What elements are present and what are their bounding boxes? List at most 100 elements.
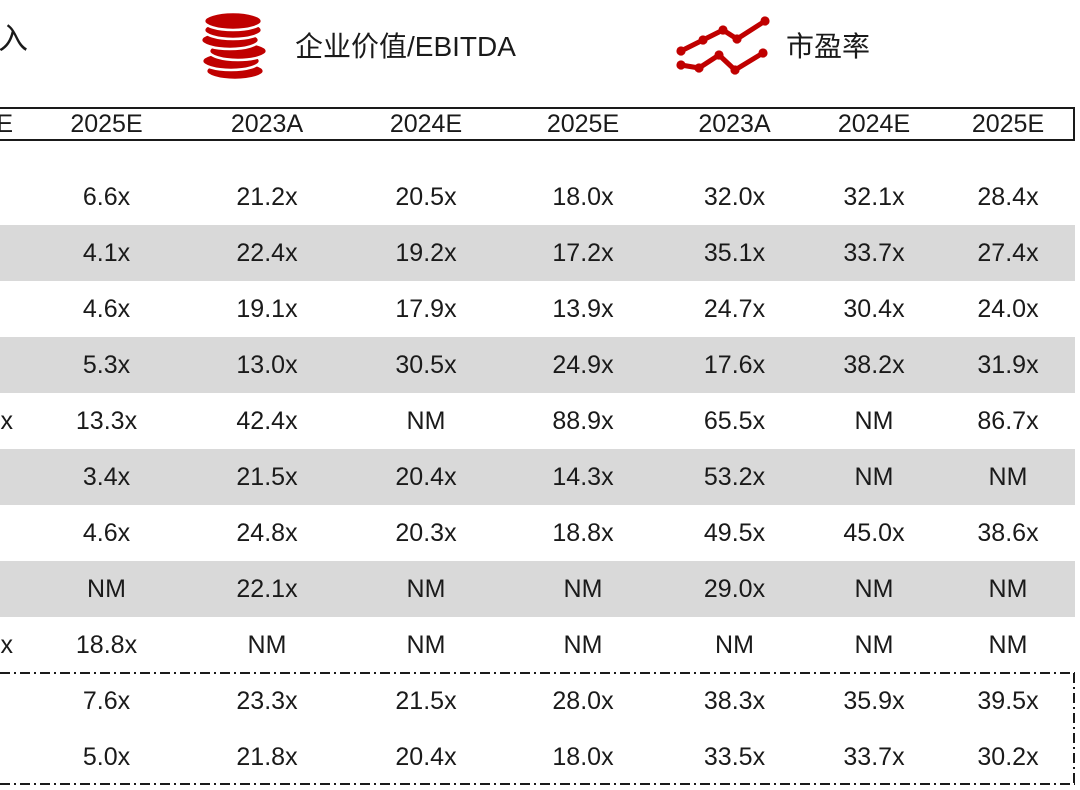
table-cell: 29.0x xyxy=(703,574,766,603)
summary-cell: 33.7x xyxy=(843,742,905,771)
table-cell: NM xyxy=(988,630,1028,659)
table-cell: 31.9x xyxy=(977,350,1039,379)
table-header-row: E 2025E 2023A 2024E 2025E 2023A 2024E 2025E xyxy=(0,107,1075,141)
table-cell: 24.9x xyxy=(552,350,614,379)
summary-rows: 7.6x 23.3x 21.5x 28.0x 38.3x 35.9x 39.5x 5.0x 21… xyxy=(0,673,1075,785)
table-cell: 38.2x xyxy=(843,350,905,379)
table-cell: NM xyxy=(988,462,1028,491)
header-cell: 2025E xyxy=(971,109,1045,138)
summary-cell: 30.2x xyxy=(977,742,1039,771)
table-cell: 24.8x xyxy=(236,518,298,547)
table-cell: 19.1x xyxy=(236,294,298,323)
table-row: x 18.8x NM NM NM NM NM NM xyxy=(0,617,1075,673)
table-cell: NM xyxy=(406,406,446,435)
coins-icon xyxy=(199,9,269,83)
table-cell: 20.4x xyxy=(395,462,457,491)
summary-box-top-dash-border xyxy=(0,672,1075,674)
table-cell: x xyxy=(0,630,14,659)
table-cell: 33.7x xyxy=(843,238,905,267)
table-cell: 13.9x xyxy=(552,294,614,323)
summary-cell: 20.4x xyxy=(395,742,457,771)
table-cell: NM xyxy=(988,574,1028,603)
header-cell: E xyxy=(0,109,13,138)
table-cell: NM xyxy=(854,574,894,603)
table-cell: 18.0x xyxy=(552,182,614,211)
table-cell: 42.4x xyxy=(236,406,298,435)
table-body: 6.6x 21.2x 20.5x 18.0x 32.0x 32.1x 28.4x 4.1x 22… xyxy=(0,169,1075,673)
table-cell: 20.5x xyxy=(395,182,457,211)
table-cell: 17.6x xyxy=(703,350,766,379)
table-cell: 4.1x xyxy=(82,238,131,267)
table-cell: 19.2x xyxy=(395,238,457,267)
table-cell: 6.6x xyxy=(82,182,131,211)
summary-cell: 21.8x xyxy=(236,742,298,771)
summary-cell: 38.3x xyxy=(703,686,766,715)
table-cell: NM xyxy=(854,406,894,435)
legend-row: 入 企业价值/EBITDA xyxy=(0,0,1080,100)
table-cell: 13.3x xyxy=(75,406,138,435)
summary-box: 7.6x 23.3x 21.5x 28.0x 38.3x 35.9x 39.5x 5.0x 21… xyxy=(0,672,1075,785)
table-cell: NM xyxy=(563,630,603,659)
table-row: 4.6x 19.1x 17.9x 13.9x 24.7x 30.4x 24.0x xyxy=(0,281,1075,337)
summary-box-bottom-dash-border xyxy=(0,783,1075,785)
table-cell: 14.3x xyxy=(552,462,614,491)
table-cell: NM xyxy=(406,630,446,659)
header-cell: 2023A xyxy=(698,109,771,138)
table-cell: 4.6x xyxy=(82,294,131,323)
table-cell: 17.2x xyxy=(552,238,614,267)
table-cell: 18.8x xyxy=(75,630,138,659)
summary-cell: 5.0x xyxy=(82,742,131,771)
table-cell: 45.0x xyxy=(843,518,905,547)
table-row: x 13.3x 42.4x NM 88.9x 65.5x NM 86.7x xyxy=(0,393,1075,449)
table-cell: 13.0x xyxy=(236,350,298,379)
table-row: NM 22.1x NM NM 29.0x NM NM xyxy=(0,561,1075,617)
summary-row: 5.0x 21.8x 20.4x 18.0x 33.5x 33.7x 30.2x xyxy=(0,729,1075,785)
summary-cell: 7.6x xyxy=(82,686,131,715)
table-cell: 32.1x xyxy=(843,182,905,211)
summary-cell: 39.5x xyxy=(977,686,1039,715)
table-cell: NM xyxy=(854,462,894,491)
valuation-table: E 2025E 2023A 2024E 2025E 2023A 2024E 2025E 6.6… xyxy=(0,107,1075,785)
summary-row: 7.6x 23.3x 21.5x 28.0x 38.3x 35.9x 39.5x xyxy=(0,673,1075,729)
table-cell: 27.4x xyxy=(977,238,1039,267)
table-cell: NM xyxy=(247,630,287,659)
ev-ebitda-label: 企业价值/EBITDA xyxy=(295,31,516,62)
table-row: 5.3x 13.0x 30.5x 24.9x 17.6x 38.2x 31.9x xyxy=(0,337,1075,393)
table-cell: NM xyxy=(715,630,754,659)
summary-cell: 18.0x xyxy=(552,742,614,771)
table-cell: 4.6x xyxy=(82,518,131,547)
table-cell: 53.2x xyxy=(703,462,766,491)
table-cell: 86.7x xyxy=(977,406,1039,435)
table-cell: 32.0x xyxy=(703,182,766,211)
pe-ratio-label: 市盈率 xyxy=(786,31,871,62)
table-cell: 22.1x xyxy=(236,574,298,603)
table-row: 4.6x 24.8x 20.3x 18.8x 49.5x 45.0x 38.6x xyxy=(0,505,1075,561)
table-cell: 24.7x xyxy=(703,294,766,323)
table-cell: 21.2x xyxy=(236,182,298,211)
table-cell: NM xyxy=(854,630,894,659)
table-cell: NM xyxy=(87,574,126,603)
table-cell: 65.5x xyxy=(703,406,766,435)
summary-cell: 21.5x xyxy=(395,686,457,715)
table-cell: 24.0x xyxy=(977,294,1039,323)
table-cell: 38.6x xyxy=(977,518,1039,547)
table-cell: 28.4x xyxy=(977,182,1039,211)
table-cell: 30.4x xyxy=(843,294,905,323)
cropped-metric-label: 入 xyxy=(0,23,28,56)
summary-cell: 28.0x xyxy=(552,686,614,715)
table-cell: 21.5x xyxy=(236,462,298,491)
table-cell: 88.9x xyxy=(552,406,614,435)
table-cell: 17.9x xyxy=(395,294,457,323)
summary-cell: 33.5x xyxy=(703,742,766,771)
table-cell: 30.5x xyxy=(395,350,457,379)
header-cell: 2025E xyxy=(70,109,143,138)
table-cell: NM xyxy=(563,574,603,603)
header-cell: 2024E xyxy=(389,109,463,138)
table-cell: 35.1x xyxy=(703,238,766,267)
table-cell: 22.4x xyxy=(236,238,298,267)
table-cell: 3.4x xyxy=(82,462,131,491)
header-cell: 2024E xyxy=(837,109,911,138)
table-cell: NM xyxy=(406,574,446,603)
table-cell: 20.3x xyxy=(395,518,457,547)
